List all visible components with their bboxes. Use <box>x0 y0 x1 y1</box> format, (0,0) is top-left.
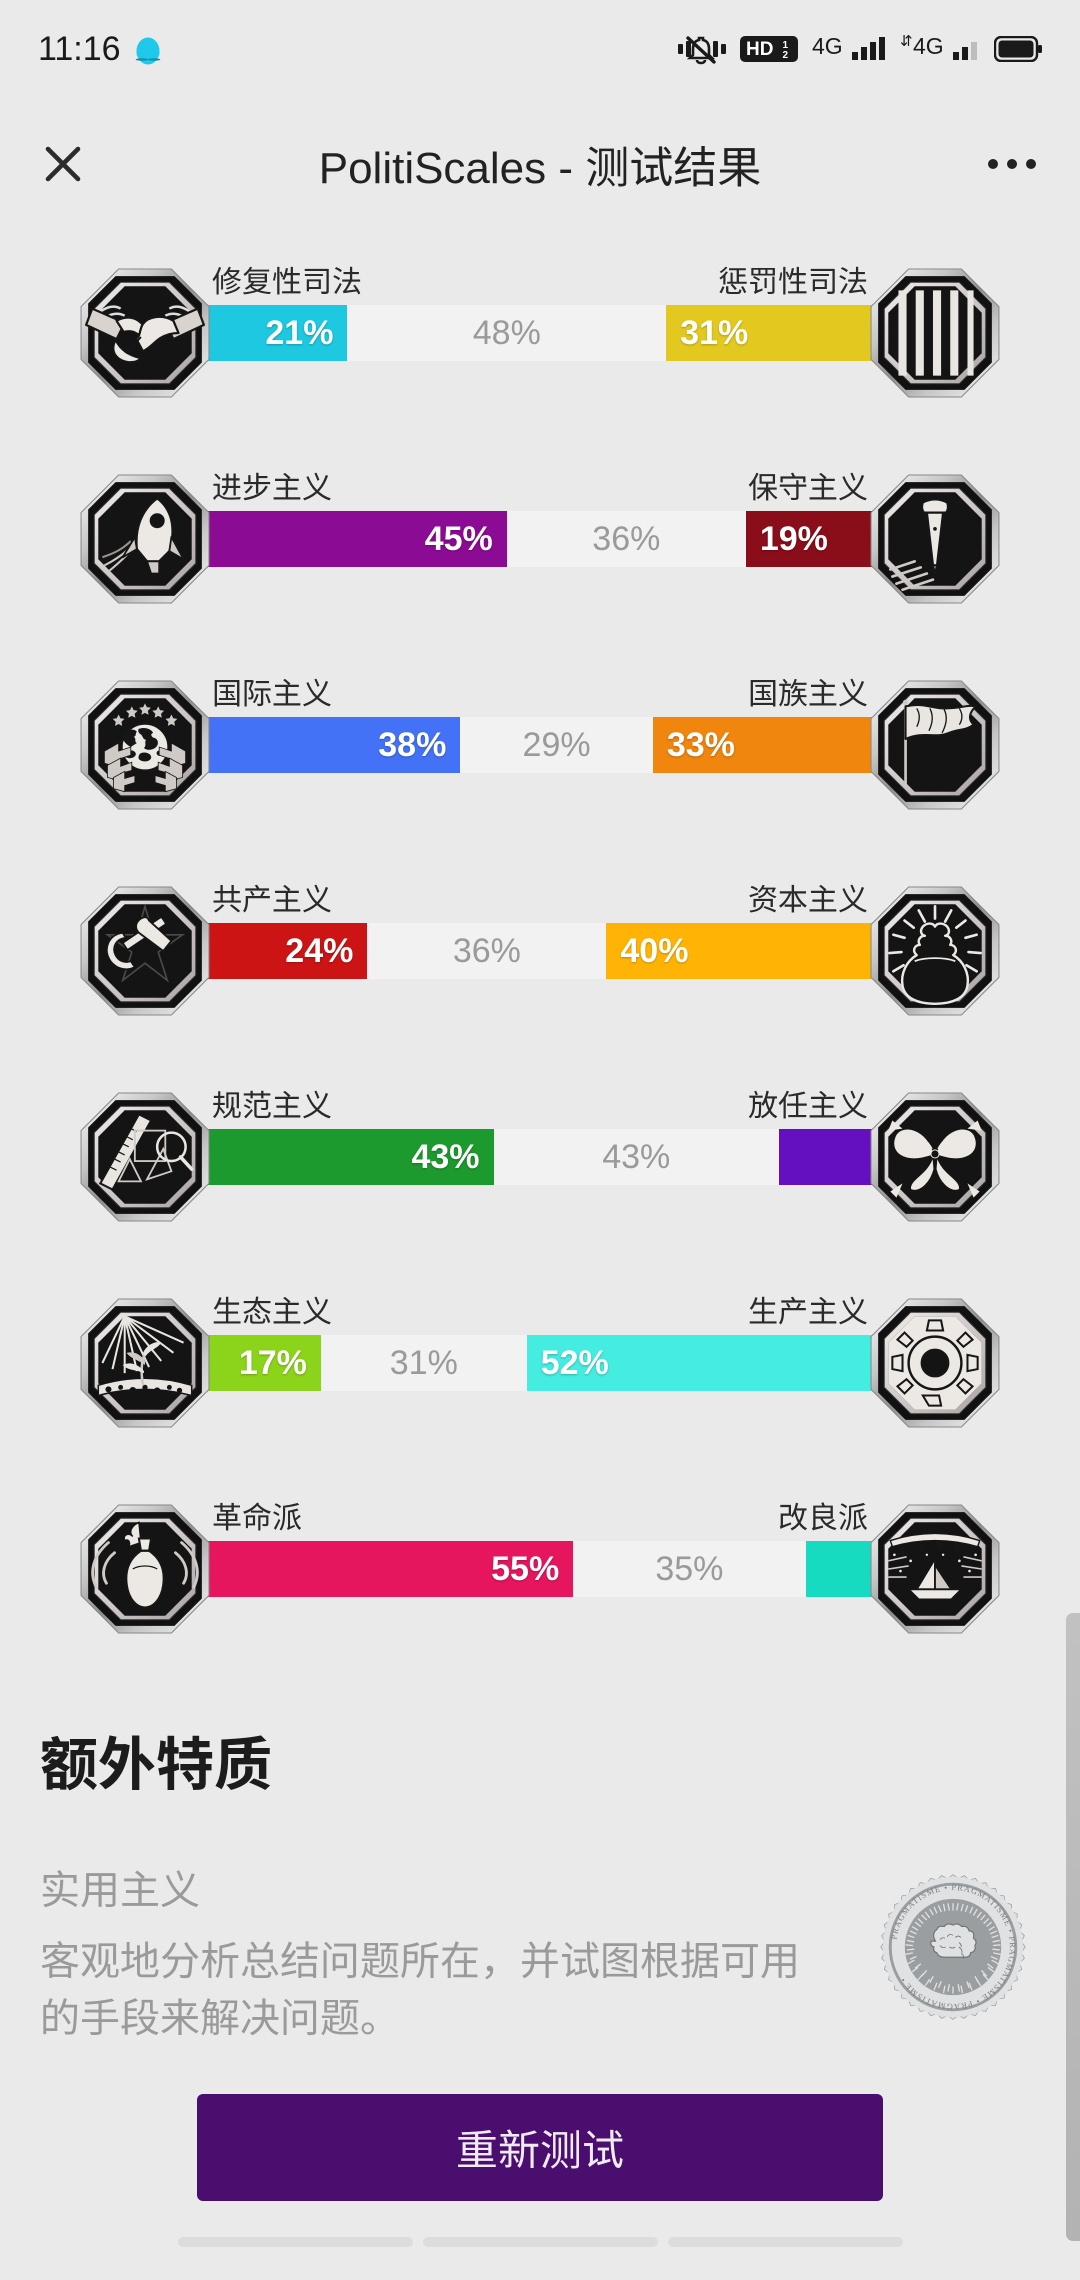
svg-text:⇵: ⇵ <box>900 33 913 50</box>
svg-text:4G: 4G <box>812 33 843 59</box>
svg-text:HD: HD <box>746 39 773 60</box>
svg-text:4G: 4G <box>913 33 944 59</box>
svg-text:2: 2 <box>783 50 789 61</box>
